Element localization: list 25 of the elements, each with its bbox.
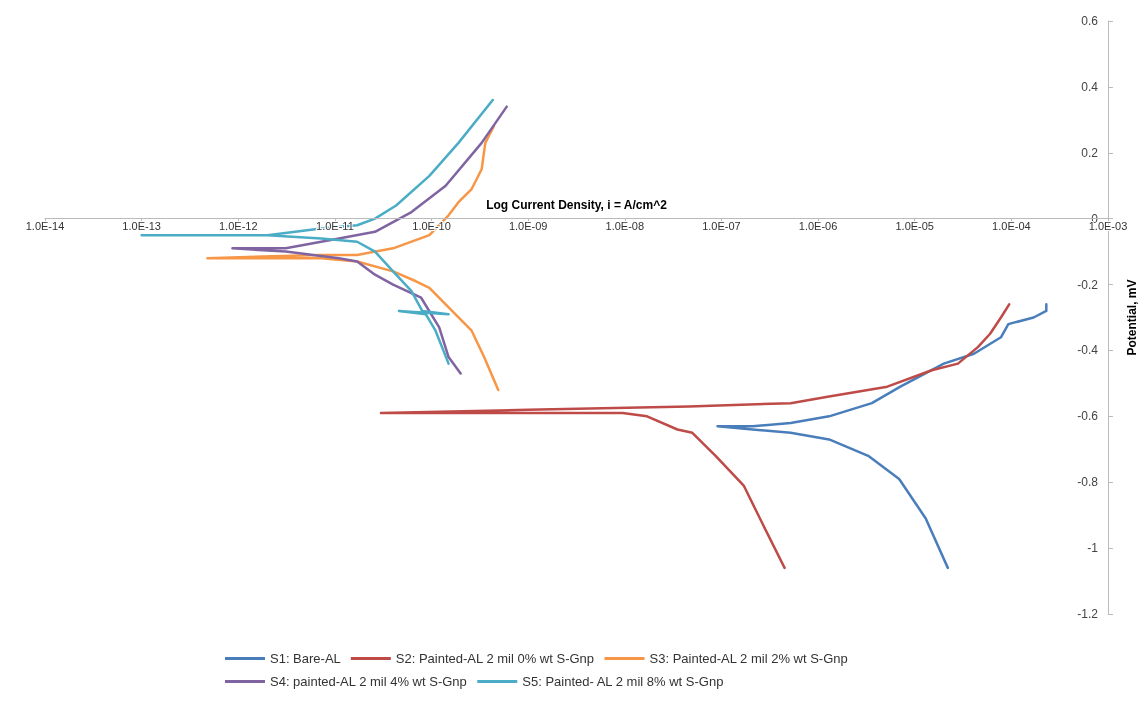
x-tick-label: 1.0E-12 xyxy=(219,220,258,233)
y-tick-label: -0.4 xyxy=(1077,343,1099,358)
legend-label: S2: Painted-AL 2 mil 0% wt S-Gnp xyxy=(395,651,595,666)
x-tick-label: 1.0E-07 xyxy=(702,220,741,233)
y-tick-label: 0.4 xyxy=(1081,79,1099,94)
x-axis-title: Log Current Density, i = A/cm^2 xyxy=(486,197,668,212)
y-tick-label: 0.2 xyxy=(1081,145,1099,160)
legend-label: S5: Painted- AL 2 mil 8% wt S-Gnp xyxy=(522,674,724,689)
x-tick-label: 1.0E-09 xyxy=(508,220,548,233)
x-tick-label: 1.0E-04 xyxy=(992,220,1031,233)
x-tick-label: 1.0E-08 xyxy=(605,220,645,233)
x-tick-label: 1.0E-14 xyxy=(25,220,65,233)
y-tick-label: -0.2 xyxy=(1077,277,1099,292)
x-tick-label: 1.0E-13 xyxy=(122,220,161,233)
y-tick-label: -1 xyxy=(1087,541,1099,556)
y-tick-label: -1.2 xyxy=(1077,607,1099,621)
y-tick-label: -0.8 xyxy=(1077,475,1099,490)
y-tick-label: -0.6 xyxy=(1077,409,1099,424)
legend-label: S4: painted-AL 2 mil 4% wt S-Gnp xyxy=(270,674,467,689)
x-tick-label: 1.0E-05 xyxy=(895,220,934,233)
y-tick-label: 0.6 xyxy=(1081,14,1099,28)
y-axis-title: Potential, mV xyxy=(1125,279,1139,356)
legend-label: S3: Painted-AL 2 mil 2% wt S-Gnp xyxy=(649,651,848,666)
legend-label: S1: Bare-AL xyxy=(270,651,341,666)
x-tick-label: 1.0E-06 xyxy=(798,220,838,233)
